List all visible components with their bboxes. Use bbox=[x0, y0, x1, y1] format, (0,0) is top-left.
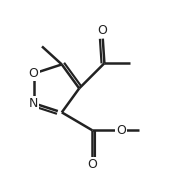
Text: O: O bbox=[29, 67, 39, 80]
Text: O: O bbox=[87, 158, 97, 171]
Text: O: O bbox=[98, 24, 107, 37]
Text: O: O bbox=[116, 124, 126, 137]
Text: N: N bbox=[29, 97, 38, 110]
